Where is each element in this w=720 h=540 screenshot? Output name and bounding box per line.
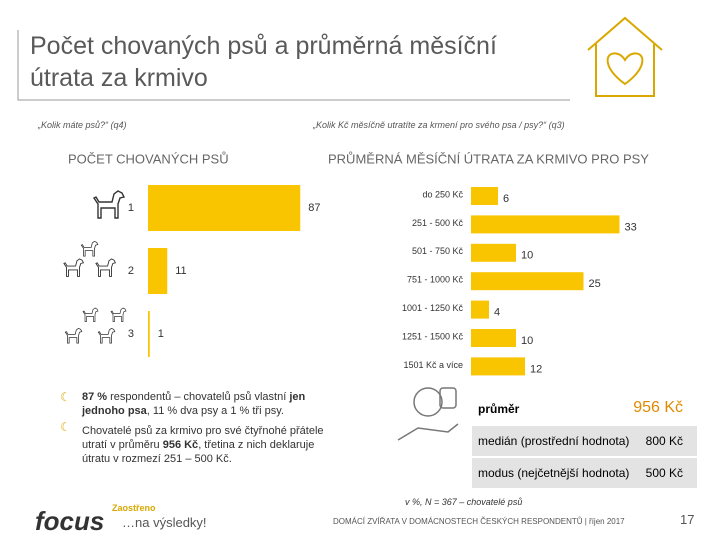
title-frame <box>17 30 570 101</box>
dog-icon <box>80 240 99 257</box>
bullet-segment: respondentů – chovatelů psů vlastní <box>107 391 290 403</box>
value-label: 25 <box>589 278 601 290</box>
category-label: 1251 - 1500 Kč <box>402 331 464 341</box>
stats-row: medián (prostřední hodnota) 800 Kč <box>472 426 697 456</box>
stat-label: průměr <box>478 402 520 416</box>
bullet-mark: ☾ <box>60 420 71 434</box>
category-label: 251 - 500 Kč <box>412 218 464 228</box>
bullet-text: Chovatelé psů za krmivo pro své čtyřnohé… <box>82 424 332 466</box>
chart-title: PRŮMĚRNÁ MĚSÍČNÍ ÚTRATA ZA KRMIVO PRO PS… <box>328 151 649 166</box>
question: „Kolik Kč měsíčně utratíte za krmení pro… <box>313 120 565 130</box>
category-label: 1 <box>128 202 134 214</box>
bar <box>471 357 525 376</box>
category-label: 2 <box>128 265 134 277</box>
bullet-segment: Chovatelé psů za krmivo pro své čtyřnohé… <box>82 425 324 451</box>
bar <box>148 185 301 231</box>
value-label: 10 <box>521 250 533 262</box>
bullet-segment: 956 Kč <box>162 439 199 451</box>
value-label: 4 <box>494 307 500 319</box>
dog-icon <box>110 307 127 322</box>
page-number: 17 <box>680 512 695 527</box>
title: Počet chovaných psů a průměrná měsíční ú… <box>30 30 497 94</box>
value-label: 12 <box>530 363 542 375</box>
stat-value: 800 Kč <box>645 434 683 448</box>
stats-row: modus (nejčetnější hodnota) 500 Kč <box>472 458 697 488</box>
category-label: 751 - 1000 Kč <box>407 275 464 285</box>
bar <box>471 300 489 319</box>
category-label: 3 <box>128 328 134 340</box>
title-line: útrata za krmivo <box>30 64 208 92</box>
bullet-text: 87 % respondentů – chovatelů psů vlastní… <box>82 390 332 418</box>
category-label: 501 - 750 Kč <box>412 246 464 256</box>
category-label: 1001 - 1250 Kč <box>402 303 464 313</box>
note: v %, N = 367 – chovatelé psů <box>405 497 523 507</box>
house-icon <box>587 16 663 97</box>
dog-icon <box>93 190 125 219</box>
value-label: 1 <box>158 328 164 340</box>
logo-tag: Zaostřeno <box>112 503 156 513</box>
title-line: Počet chovaných psů a průměrná měsíční <box>30 32 497 60</box>
stats-row: průměr 956 Kč <box>472 394 697 424</box>
logo-slogan: …na výsledky! <box>122 515 207 530</box>
value-label: 11 <box>175 265 186 277</box>
stat-label: medián (prostřední hodnota) <box>478 434 630 448</box>
value-label: 33 <box>625 221 637 233</box>
category-label: do 250 Kč <box>422 189 463 199</box>
bullet-mark: ☾ <box>60 390 71 404</box>
bar <box>148 311 150 357</box>
question: „Kolik máte psů?“ (q4) <box>38 120 127 130</box>
bar <box>148 248 168 294</box>
footer: DOMÁCÍ ZVÍŘATA V DOMÁCNOSTECH ČESKÝCH RE… <box>333 517 625 526</box>
dog-icon <box>63 258 84 277</box>
value-label: 6 <box>503 193 509 205</box>
money-icon <box>397 387 459 441</box>
stat-label: modus (nejčetnější hodnota) <box>478 466 630 480</box>
bullet-segment: 87 % <box>82 391 108 403</box>
category-label: 1501 Kč a více <box>403 360 463 370</box>
bullet-segment: jen jednoho psa <box>82 391 306 417</box>
bar <box>471 272 584 291</box>
bar <box>471 187 498 205</box>
dog-icon <box>82 307 99 322</box>
value-label: 10 <box>521 335 533 347</box>
stat-value: 500 Kč <box>645 466 683 480</box>
bar <box>471 215 620 234</box>
value-label: 87 <box>308 202 320 214</box>
bar <box>471 329 516 347</box>
stat-value: 956 Kč <box>633 399 683 416</box>
dog-icon <box>64 327 83 344</box>
chart-title: POČET CHOVANÝCH PSŮ <box>68 151 229 166</box>
dog-icon <box>97 327 116 344</box>
bullet-segment: , třetina z nich deklaruje útratu v rozm… <box>82 439 315 465</box>
dog-icon <box>95 258 116 277</box>
bar <box>471 243 516 262</box>
bullet-segment: , 11 % dva psy a 1 % tři psy. <box>146 405 284 417</box>
logo: focus <box>35 506 105 536</box>
